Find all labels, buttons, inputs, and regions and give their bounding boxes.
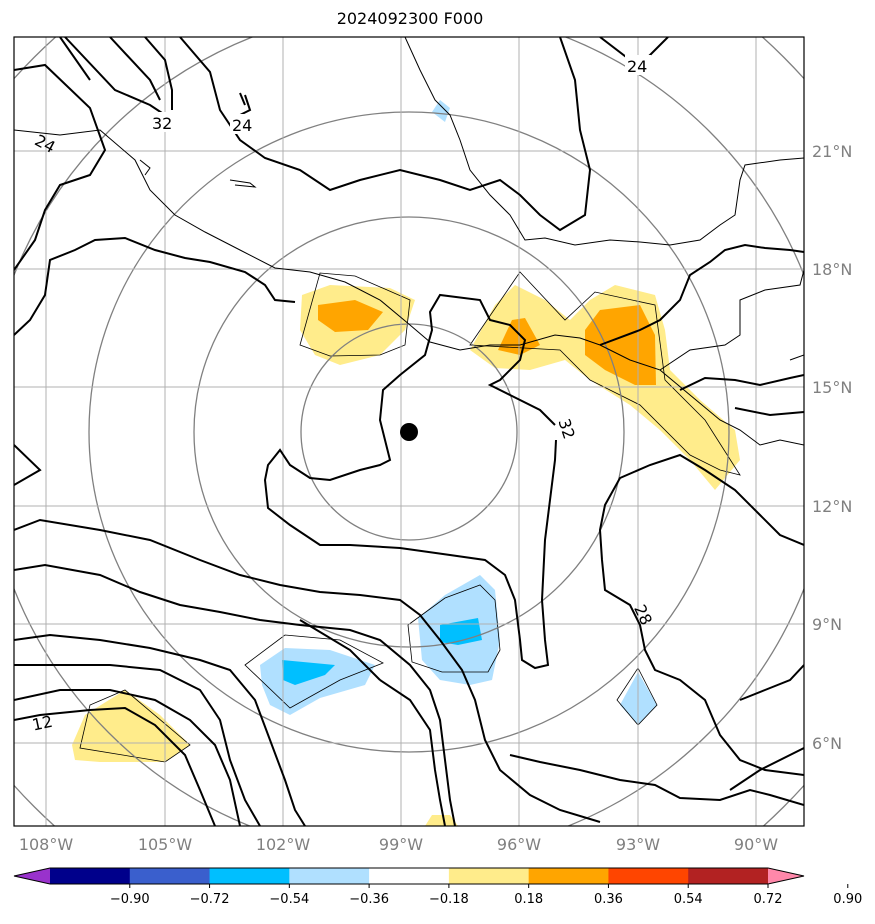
lon-label: 99°W: [379, 835, 423, 854]
colorbar-swatch: [369, 868, 450, 884]
colorbar-swatch: [608, 868, 689, 884]
colorbar-swatch: [129, 868, 211, 884]
colorbar-tick-label: 0.72: [754, 892, 783, 907]
colorbar-tick-label: −0.18: [429, 892, 469, 907]
colorbar-outline: [13, 867, 805, 885]
coastlines: [14, 37, 804, 446]
colorbar-tick-label: 0.36: [594, 892, 623, 907]
colorbar-tick-label: −0.90: [110, 892, 150, 907]
storm-center-marker: [400, 423, 418, 441]
colorbar-tick-label: −0.36: [349, 892, 389, 907]
colorbar-tick-label: −0.72: [190, 892, 230, 907]
lat-label: 12°N: [812, 497, 852, 516]
colorbar-swatch: [448, 868, 530, 884]
lon-label: 93°W: [616, 835, 660, 854]
shade-positive-west-core: [318, 300, 383, 332]
contour-label: 32: [152, 114, 172, 133]
contour-label: 24: [627, 57, 647, 76]
longitude-labels: 108°W 105°W 102°W 99°W 96°W 93°W 90°W: [19, 835, 778, 854]
colorbar-extend-high: [768, 868, 804, 884]
lon-label: 102°W: [256, 835, 311, 854]
colorbar-swatch: [528, 868, 609, 884]
colorbar-tick-label: 0.18: [514, 892, 543, 907]
colorbar: −0.90 −0.72 −0.54 −0.36 −0.18 0.18 0.36 0.54 0.7…: [13, 867, 862, 907]
lon-label: 108°W: [19, 835, 74, 854]
height-contours: [14, 37, 804, 826]
graticule: [14, 37, 804, 826]
colorbar-swatch: [289, 868, 370, 884]
shade-outlines: [79, 271, 741, 763]
map-title: 2024092300 F000: [336, 9, 484, 28]
lon-label: 96°W: [497, 835, 541, 854]
shade-negative-north: [432, 100, 450, 122]
colorbar-extend-low: [14, 868, 50, 884]
colorbar-swatch: [50, 868, 131, 884]
lat-label: 6°N: [812, 734, 842, 753]
colorbar-swatch: [209, 868, 290, 884]
lon-label: 90°W: [734, 835, 778, 854]
colorbar-swatch: [688, 868, 769, 884]
shade-positive-southwest: [72, 690, 190, 762]
shade-negative-southwest-core: [282, 660, 335, 685]
contour-label: 12: [30, 712, 54, 735]
lat-label: 21°N: [812, 142, 852, 161]
contour-label: 24: [232, 116, 252, 135]
lon-label: 105°W: [138, 835, 193, 854]
colorbar-tick-label: 0.90: [833, 892, 862, 907]
lat-label: 18°N: [812, 260, 852, 279]
lat-label: 9°N: [812, 615, 842, 634]
colorbar-tick-label: −0.54: [269, 892, 309, 907]
latitude-labels: 21°N 18°N 15°N 12°N 9°N 6°N: [812, 142, 852, 753]
colorbar-tick-label: 0.54: [674, 892, 703, 907]
map-frame: [13, 36, 805, 827]
shade-positive-south: [425, 815, 458, 826]
lat-label: 15°N: [812, 378, 852, 397]
